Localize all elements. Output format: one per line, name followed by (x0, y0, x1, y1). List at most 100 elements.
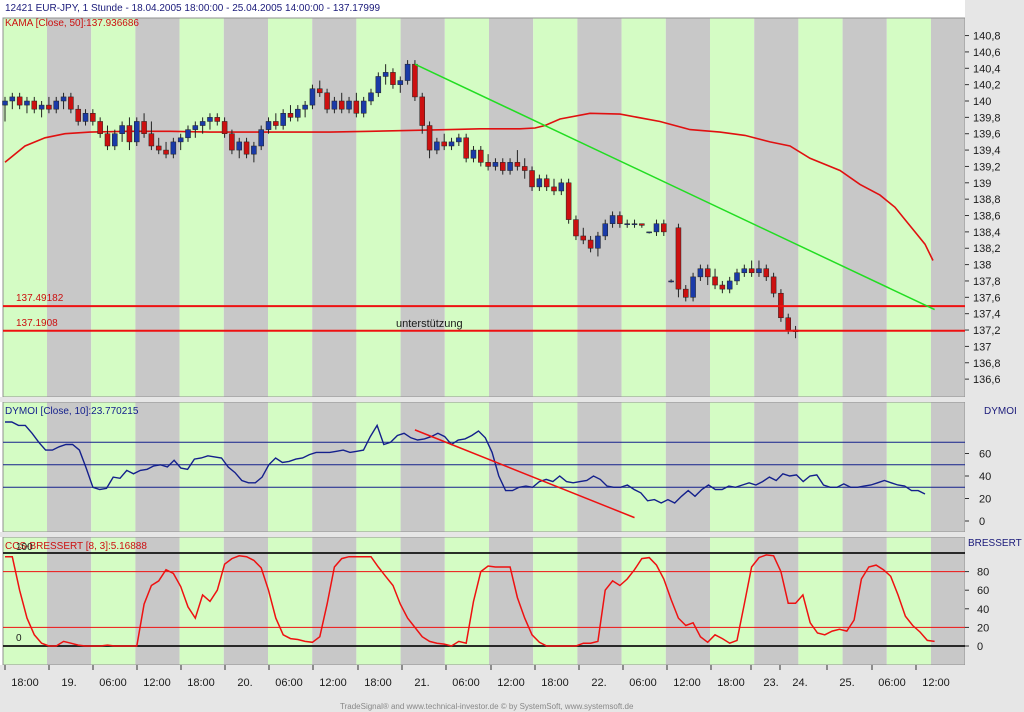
session-band (179, 537, 224, 665)
candle (309, 84, 316, 110)
x-tick-label: 18:00 (187, 677, 215, 689)
session-band (710, 18, 755, 397)
candle (360, 96, 367, 118)
candle (353, 92, 360, 118)
candle-body (734, 272, 740, 282)
candle (697, 264, 704, 281)
candle-body (463, 137, 469, 159)
candle-body (75, 108, 81, 122)
bressert-100-label: 100 (16, 542, 33, 553)
session-band (91, 402, 136, 532)
session-band (842, 537, 887, 665)
candle (770, 272, 777, 298)
x-axis-strip (0, 665, 1024, 712)
candle-body (492, 162, 499, 167)
dymoi-tick-label: 0 (979, 516, 985, 528)
session-band (312, 18, 357, 397)
session-band (47, 18, 92, 397)
session-band (621, 402, 666, 532)
candle-body (675, 227, 682, 290)
candle-body (668, 280, 674, 283)
session-band (533, 402, 578, 532)
session-band (179, 402, 224, 532)
session-band (91, 18, 136, 397)
candle-body (134, 121, 140, 143)
session-band (886, 537, 931, 665)
candle-body (543, 178, 550, 188)
candle-body (265, 121, 272, 130)
candle (280, 109, 286, 130)
candle-body (683, 288, 689, 298)
session-band (665, 537, 710, 665)
session-band (312, 402, 357, 532)
candle (199, 117, 206, 134)
dymoi-tick-label: 60 (979, 449, 991, 461)
candle (331, 96, 338, 114)
candle-body (434, 141, 440, 151)
candle (470, 145, 477, 163)
dymoi-trendline (414, 429, 635, 519)
price-tick-label: 138,8 (973, 194, 1001, 206)
candle-body (741, 268, 748, 274)
candle-body (338, 100, 345, 110)
candle (295, 105, 301, 122)
candle (441, 133, 447, 151)
candle-body (558, 182, 565, 192)
bressert-0-label: 0 (16, 633, 22, 644)
candle (68, 92, 74, 114)
support-label-1: 137.49182 (16, 293, 64, 304)
candle-body (661, 223, 667, 233)
candle-body (185, 129, 191, 139)
candle (565, 178, 572, 224)
x-tick-label: 18:00 (717, 677, 745, 689)
candle (404, 60, 411, 85)
candle (258, 125, 264, 151)
x-tick-label: 18:00 (364, 677, 392, 689)
candle (97, 117, 103, 138)
price-tick-label: 138,6 (973, 211, 1001, 223)
candle-body (60, 96, 67, 102)
candle (646, 231, 652, 234)
candle (141, 113, 147, 138)
bressert-tick-label: 0 (977, 641, 983, 653)
price-tick-label: 137,6 (973, 292, 1001, 304)
candle-body (177, 137, 184, 143)
session-band (356, 537, 401, 665)
candle-body (397, 80, 404, 85)
candle-body (580, 235, 587, 241)
candle (9, 92, 16, 110)
x-tick-label: 06:00 (275, 677, 303, 689)
candle-body (602, 223, 608, 237)
candle-body (302, 104, 308, 110)
dymoi-panel (3, 421, 965, 519)
panel-gap (0, 397, 1024, 402)
session-band (444, 18, 489, 397)
candle (456, 133, 462, 146)
candle (595, 231, 601, 257)
kama-legend: KAMA [Close, 50]:137.936686 (5, 18, 139, 29)
candle-body (412, 63, 418, 98)
candle (500, 158, 506, 175)
price-tick-label: 137 (973, 341, 991, 353)
candle (478, 145, 484, 167)
session-band (710, 402, 755, 532)
candle (16, 92, 23, 110)
candle-body (192, 125, 199, 130)
candle-body (529, 170, 535, 188)
candle-body (470, 149, 477, 159)
candle-body (53, 100, 59, 110)
candle-body (704, 268, 711, 278)
axis-strip (965, 0, 1024, 712)
candle (53, 96, 59, 114)
candle (690, 272, 696, 302)
candle (397, 76, 404, 93)
candle-body (646, 231, 652, 234)
session-band (444, 402, 489, 532)
price-tick-label: 138 (973, 260, 991, 272)
candle-body (456, 137, 462, 143)
candle (170, 137, 177, 159)
candle-body (46, 104, 52, 110)
dymoi-tick-label: 40 (979, 471, 991, 483)
